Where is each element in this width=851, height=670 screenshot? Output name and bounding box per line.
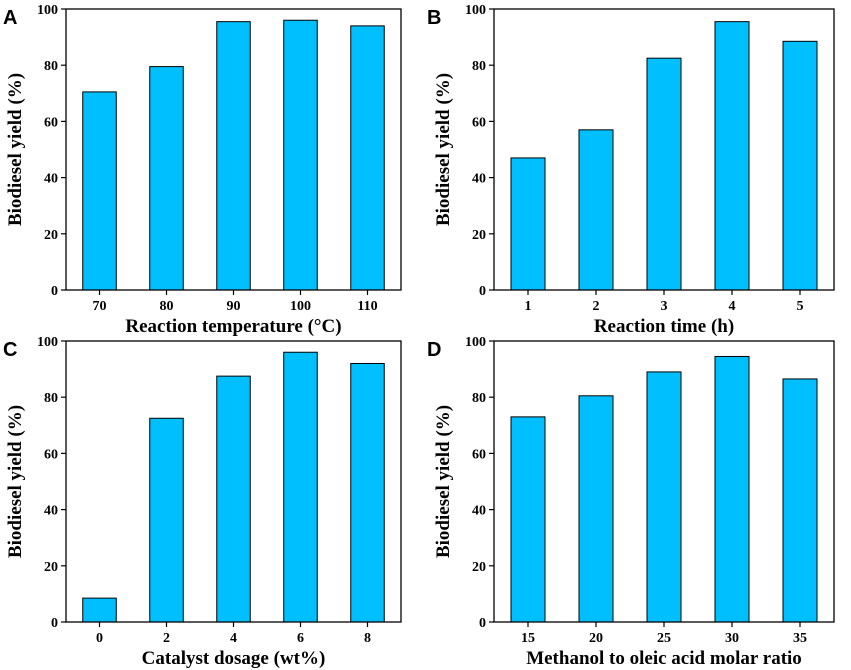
panel-a-ytick-label: 60	[44, 115, 58, 130]
panel-a-bar-70	[82, 91, 117, 291]
panel-c-ytick-label: 80	[44, 391, 58, 406]
panel-d-bar-25	[646, 371, 682, 623]
panel-a-xtick-label: 110	[357, 299, 377, 314]
panel-d-xtick-label: 35	[793, 631, 807, 646]
panel-d-ytick-label: 80	[472, 391, 486, 406]
panel-d-ytick-label: 40	[472, 504, 486, 519]
panel-c-xtick-label: 0	[96, 631, 103, 646]
panel-c-ytick-label: 60	[44, 447, 58, 462]
panel-d-ylabel: Biodiesel yield (%)	[433, 405, 454, 558]
panel-c-bar-8	[350, 362, 385, 623]
panel-b-xtick-label: 1	[525, 299, 532, 314]
panel-a-bar-100	[283, 19, 318, 291]
panel-b: B 0 20 40 60 80 100 1 2 3 4 5 Reaction time (h) Biodi…	[427, 3, 835, 337]
panel-b-xtick-label: 2	[593, 299, 600, 314]
panel-b-bar-1	[510, 157, 546, 291]
panel-d-ytick-label: 0	[479, 616, 486, 631]
panel-b-bar-5	[782, 40, 818, 291]
panel-d-ytick-label: 60	[472, 447, 486, 462]
panel-b-bar-2	[578, 129, 614, 291]
panel-c-ytick-label: 100	[37, 335, 58, 350]
panel-b-xtick-label: 3	[661, 299, 668, 314]
panel-d-ytick-label: 100	[465, 335, 486, 350]
panel-b-bar-3	[646, 57, 682, 291]
panel-d-xtick-label: 25	[657, 631, 671, 646]
panel-a-ytick-label: 20	[44, 228, 58, 243]
panel-d-letter: D	[427, 339, 441, 361]
panel-a-ylabel: Biodiesel yield (%)	[5, 73, 26, 226]
panel-c-bar-2	[149, 417, 184, 623]
panel-c-xtick-label: 6	[297, 631, 304, 646]
panel-d-bar-35	[782, 378, 818, 623]
panel-c-ytick-label: 20	[44, 560, 58, 575]
panel-a-ytick-label: 80	[44, 59, 58, 74]
panel-b-xtick-label: 5	[797, 299, 804, 314]
panel-a-ytick-label: 40	[44, 172, 58, 187]
panel-c-bar-0	[82, 597, 117, 623]
panel-d-bar-20	[578, 395, 614, 623]
panel-c-ylabel: Biodiesel yield (%)	[5, 405, 26, 558]
panel-c: C 0 20 40 60 80 100 0 2 4 6 8 Catalyst dosage (wt%) B…	[3, 335, 402, 669]
panel-c-bar-4	[216, 375, 251, 623]
panel-d-xtick-label: 20	[589, 631, 603, 646]
panel-c-xtick-label: 2	[163, 631, 170, 646]
panel-a-xtick-label: 80	[160, 299, 174, 314]
panel-b-ytick-label: 40	[472, 172, 486, 187]
panel-a-bar-110	[350, 25, 385, 291]
panel-b-ytick-label: 60	[472, 115, 486, 130]
panel-c-letter: C	[3, 339, 17, 361]
panel-d-bar-30	[714, 355, 750, 623]
panel-c-xtick-label: 4	[230, 631, 237, 646]
panel-b-bar-4	[714, 21, 750, 291]
panel-d-xtick-label: 15	[521, 631, 535, 646]
panel-b-ytick-label: 100	[465, 3, 486, 18]
panel-a-xtick-label: 70	[93, 299, 107, 314]
panel-b-ytick-label: 80	[472, 59, 486, 74]
panel-b-ytick-label: 20	[472, 228, 486, 243]
panel-d-xtick-label: 30	[725, 631, 739, 646]
panel-c-ytick-label: 0	[51, 616, 58, 631]
panel-d-bar-15	[510, 416, 546, 623]
panel-a-bar-90	[216, 21, 251, 291]
panel-b-xtick-label: 4	[729, 299, 736, 314]
panel-b-ylabel: Biodiesel yield (%)	[433, 73, 454, 226]
panel-a: A 0 20 40 60 80 100 70 80 90 100 110 Reaction temper…	[3, 3, 402, 337]
panel-d-ytick-label: 20	[472, 560, 486, 575]
panel-a-xtick-label: 90	[227, 299, 241, 314]
panel-a-ytick-label: 0	[51, 284, 58, 299]
panel-a-xtick-label: 100	[290, 299, 311, 314]
panel-a-bar-80	[149, 66, 184, 291]
panel-a-letter: A	[3, 7, 17, 29]
panel-c-xtick-label: 8	[364, 631, 371, 646]
panel-b-xlabel: Reaction time (h)	[594, 316, 734, 337]
panel-a-xlabel: Reaction temperature (°C)	[125, 316, 341, 337]
panel-d: D 0 20 40 60 80 100 15 20 25 30 35 Methanol to oleic…	[427, 335, 835, 669]
panel-a-ytick-label: 100	[37, 3, 58, 18]
panel-c-ytick-label: 40	[44, 504, 58, 519]
panel-c-bar-6	[283, 351, 318, 623]
panel-c-xlabel: Catalyst dosage (wt%)	[142, 648, 326, 669]
panel-b-letter: B	[427, 7, 441, 29]
panel-b-ytick-label: 0	[479, 284, 486, 299]
panel-d-xlabel: Methanol to oleic acid molar ratio	[526, 648, 802, 669]
